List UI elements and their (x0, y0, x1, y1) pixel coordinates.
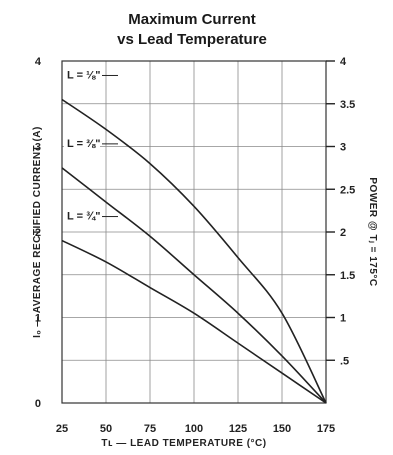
y-tick-label: 2 (35, 227, 41, 239)
y2-tick-label: 3 (340, 142, 346, 154)
y2-tick-label: 2 (340, 227, 346, 239)
series-line-2 (61, 167, 327, 404)
y-tick-labels: 0 1 2 3 4 (35, 56, 42, 410)
x-tick-label: 150 (273, 423, 291, 435)
y2-tick-label: 1 (340, 313, 346, 325)
x-tick-labels: 25 50 75 100 125 150 175 (56, 423, 335, 435)
x-tick-label: 100 (185, 423, 203, 435)
y2-tick-label: .5 (340, 355, 349, 367)
x-tick-label: 25 (56, 423, 68, 435)
curve-label-3: L = ¾" (67, 211, 100, 223)
y-axis-label: Iₒ — AVERAGE RECTIFIED CURRENT (A) (32, 126, 43, 338)
y2-tick-label: 1.5 (340, 270, 355, 282)
x-tick-label: 75 (144, 423, 156, 435)
x-tick-label: 175 (317, 423, 335, 435)
x-axis-label: Tʟ — LEAD TEMPERATURE (°C) (101, 438, 266, 449)
series-line-3 (61, 239, 327, 404)
chart-title-line1: Maximum Current (128, 11, 256, 28)
y2-tick-label: 2.5 (340, 184, 355, 196)
curve-label-bg (64, 135, 100, 150)
y-tick-label: 3 (35, 142, 41, 154)
curve-label-bg (64, 67, 100, 82)
curve-label-2: L = ⅜" (67, 138, 100, 150)
y-tick-label: 1 (35, 313, 41, 325)
y2-tick-label: 3.5 (340, 99, 355, 111)
curve-label-1: L = ⅛" (67, 69, 100, 81)
y2-tick-label: 4 (340, 56, 347, 68)
x-tick-label: 50 (100, 423, 112, 435)
y2-tick-labels: .5 1 1.5 2 2.5 3 3.5 4 (326, 56, 355, 367)
x-tick-label: 125 (229, 423, 247, 435)
y-tick-label: 4 (35, 56, 42, 68)
series-line-1 (61, 98, 327, 404)
gridlines (62, 61, 326, 403)
curve-labels: L = ⅛" L = ⅜" L = ¾" (64, 67, 118, 223)
curves (61, 98, 327, 404)
y-tick-label: 0 (35, 398, 41, 410)
curve-label-bg (64, 208, 100, 223)
y2-axis-label: POWER @ Tⱼ = 175°C (367, 177, 378, 286)
chart-title-line2: vs Lead Temperature (117, 31, 267, 48)
